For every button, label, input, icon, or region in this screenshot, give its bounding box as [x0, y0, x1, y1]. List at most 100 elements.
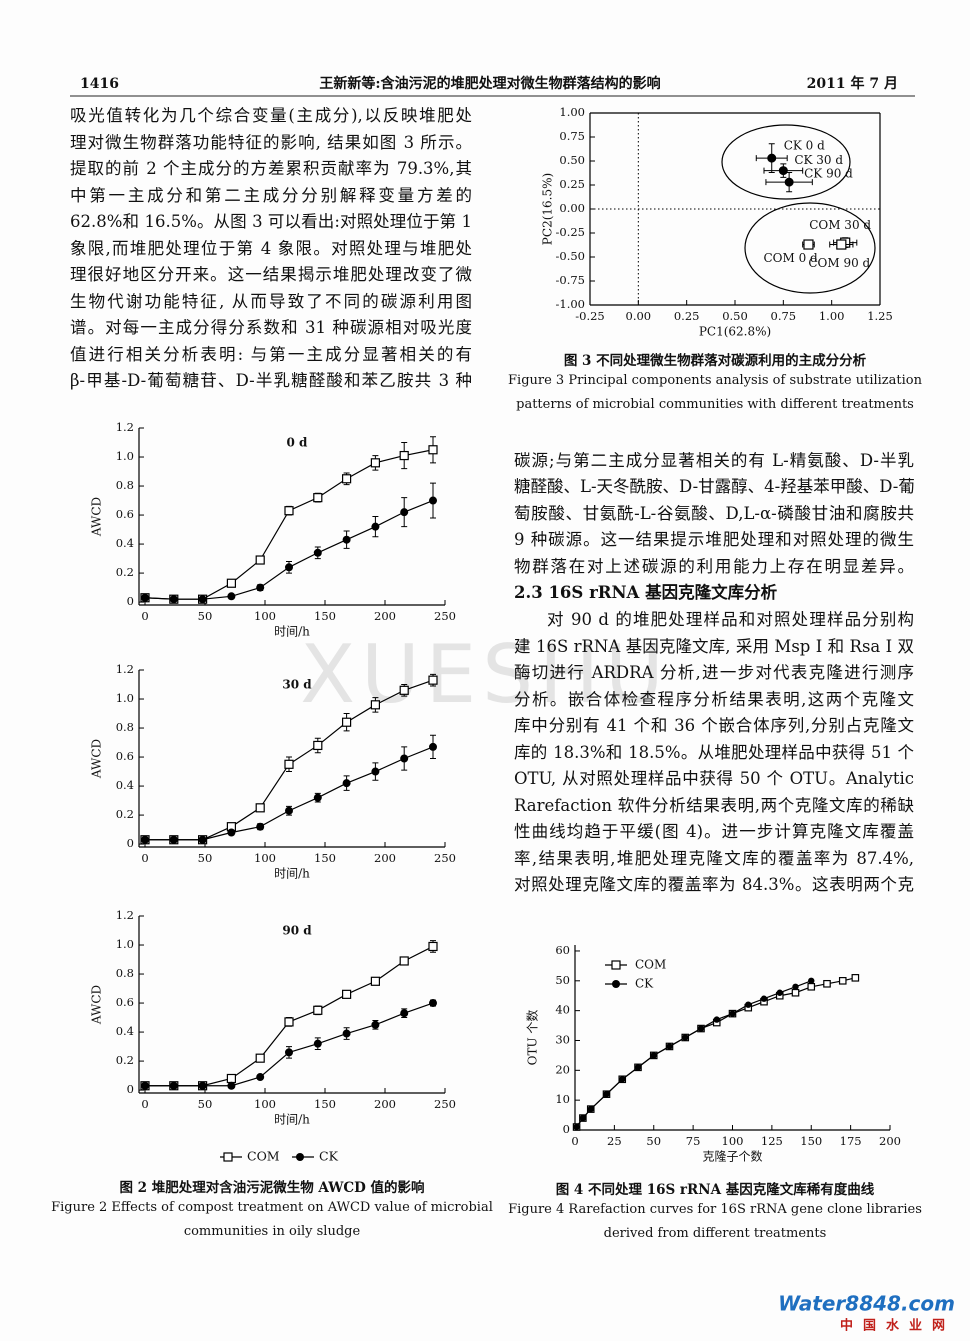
- x-tick-label: 0: [141, 609, 148, 623]
- y-tick-label: 0.6: [116, 507, 134, 521]
- y-tick-label: 0.75: [559, 129, 585, 143]
- marker: [428, 675, 438, 685]
- x-tick-label: 200: [374, 1097, 396, 1111]
- marker: [808, 977, 815, 985]
- y-tick-label: -0.50: [556, 249, 586, 263]
- x-tick-label: 250: [434, 609, 456, 623]
- marker: [342, 779, 351, 788]
- caption-en: Figure 3 Principal components analysis o…: [508, 373, 922, 388]
- marker: [255, 803, 265, 813]
- chart-title: 0 d: [287, 436, 309, 450]
- text-line: 糖醛酸、L-天冬酰胺、D-甘露醇、4-羟基苯甲酸、D-葡: [514, 477, 915, 497]
- logo-brand: Water8848.com: [778, 1292, 955, 1316]
- marker: [141, 1081, 149, 1090]
- caption-en: Figure 4 Rarefaction curves for 16S rRNA…: [508, 1202, 922, 1217]
- y-tick-label: 60: [555, 943, 570, 957]
- marker: [729, 1010, 736, 1017]
- x-tick-label: 0.25: [674, 309, 700, 323]
- legend-marker: [611, 960, 621, 970]
- marker: [370, 458, 380, 468]
- marker: [313, 493, 323, 503]
- series-line: [576, 977, 856, 1128]
- group-ellipse: [744, 202, 876, 294]
- marker: [169, 1081, 178, 1090]
- marker: [619, 1076, 626, 1083]
- text-line: 理对微生物群落功能特征的影响, 结果如图 3 所示。: [70, 132, 472, 152]
- marker: [141, 835, 149, 844]
- marker: [255, 1053, 265, 1063]
- x-tick-label: 250: [434, 851, 456, 865]
- caption-en: derived from different treatments: [603, 1226, 827, 1241]
- legend-marker: [612, 980, 620, 988]
- watermark: XUESHU: [300, 628, 669, 721]
- marker: [399, 685, 409, 695]
- marker: [791, 988, 800, 997]
- x-tick-label: 0: [571, 1134, 578, 1148]
- y-tick-label: 40: [555, 1003, 570, 1017]
- y-tick-label: 1.0: [116, 691, 134, 705]
- x-tick-label: 25: [607, 1134, 622, 1148]
- caption-en: patterns of microbial communities with d…: [516, 397, 914, 412]
- group-ellipse: [721, 124, 851, 200]
- x-tick-label: 0.00: [626, 309, 652, 323]
- x-tick-label: 75: [686, 1134, 701, 1148]
- x-axis-label: PC1(62.8%): [699, 325, 771, 339]
- marker: [399, 450, 409, 461]
- y-tick-label: 10: [555, 1092, 570, 1106]
- text-line: 生物代谢功能特征, 从而导致了不同的碳源利用图: [70, 291, 472, 311]
- marker: [313, 740, 323, 751]
- point-label: CK 30 d: [794, 153, 843, 167]
- text-line: 库中分别有 41 个和 36 个嵌合体序列,分别占克隆文: [514, 716, 914, 735]
- marker: [745, 1001, 752, 1008]
- x-tick-label: 100: [254, 609, 276, 623]
- text-line: 碳源;与第二主成分显著相关的有 L-精氨酸、D-半乳: [514, 451, 914, 470]
- x-tick-label: 100: [254, 851, 276, 865]
- series-line: [145, 945, 434, 1087]
- text-line: 象限,而堆肥处理位于第 4 象限。对照处理与堆肥处: [70, 238, 472, 258]
- marker: [428, 445, 438, 455]
- text-line: 中第一主成分和第二主成分分别解释变量方差的: [70, 185, 472, 205]
- text-line: 9 种碳源。这一结果提示堆肥处理和对照处理的微生: [514, 530, 914, 550]
- series-line: [576, 980, 812, 1128]
- caption-cn: 图 3 不同处理微生物群落对碳源利用的主成分分析: [563, 353, 867, 369]
- marker: [284, 759, 294, 769]
- y-tick-label: 0.00: [559, 201, 585, 215]
- x-tick-label: 50: [198, 609, 213, 623]
- marker: [400, 508, 409, 517]
- marker: [169, 595, 178, 604]
- marker: [760, 995, 768, 1002]
- legend-marker: [223, 1152, 233, 1162]
- marker: [650, 1052, 657, 1059]
- y-axis-label: AWCD: [90, 985, 104, 1025]
- marker: [226, 578, 236, 588]
- text-line: 萄胺酸、甘氨酰-L-谷氨酸、D,L-α-磷酸甘油和腐胺共: [514, 503, 914, 523]
- marker: [198, 1081, 207, 1090]
- marker: [285, 563, 293, 572]
- y-tick-label: 0: [127, 1082, 134, 1096]
- marker: [198, 835, 207, 844]
- marker: [807, 982, 816, 991]
- marker: [428, 941, 438, 952]
- x-tick-label: 0: [141, 1097, 148, 1111]
- point-label: COM 90 d: [808, 256, 870, 270]
- marker: [256, 1073, 265, 1082]
- marker: [285, 1048, 293, 1057]
- x-tick-label: 125: [761, 1134, 783, 1148]
- series-line: [144, 449, 434, 600]
- x-tick-label: 150: [314, 609, 336, 623]
- y-tick-label: 0.6: [116, 749, 134, 763]
- section-heading: 2.3 16S rRNA 基因克隆文库分析: [514, 583, 778, 602]
- x-tick-label: 0.50: [722, 309, 748, 323]
- text-line: 62.8%和 16.5%。从图 3 可以看出:对照处理位于第 1: [70, 212, 472, 231]
- x-tick-label: 1.25: [867, 309, 893, 323]
- x-tick-label: 200: [374, 609, 396, 623]
- marker: [284, 506, 294, 516]
- text-line: 酶切进行 ARDRA 分析,进一步对代表克隆进行测序: [514, 663, 914, 682]
- text-line: 率,结果表明,堆肥处理克隆文库的覆盖率为 87.4%,: [514, 848, 914, 868]
- text-line: β-甲基-D-葡萄糖苷、D-半乳糖醛酸和苯乙胺共 3 种: [70, 371, 472, 390]
- y-tick-label: 0.25: [559, 177, 585, 191]
- marker: [400, 754, 409, 763]
- caption-cn: 图 4 不同处理 16S rRNA 基因克隆文库稀有度曲线: [555, 1182, 875, 1198]
